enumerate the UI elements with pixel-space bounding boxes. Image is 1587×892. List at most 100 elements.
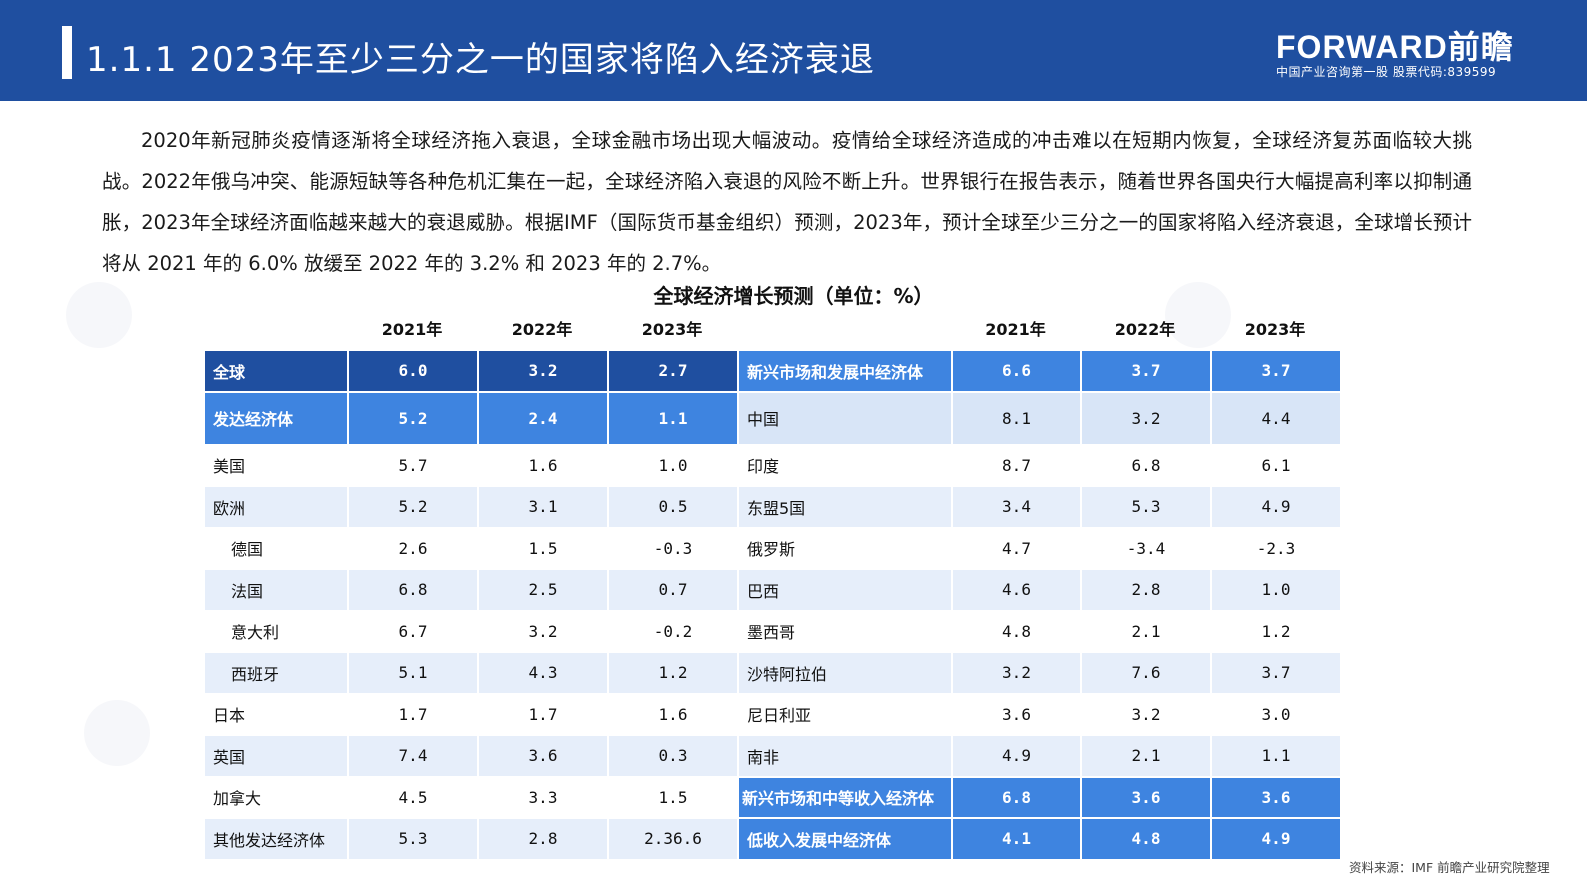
growth-forecast-table: 全球 6.0 3.2 2.7 新兴市场和发展中经济体 6.6 3.7 3.7 发… <box>203 349 1342 861</box>
cell-value: 3.2 <box>477 349 609 393</box>
row-label: 其他发达经济体 <box>203 817 349 861</box>
cell-value: 6.8 <box>347 568 479 612</box>
row-label: 德国 <box>203 526 349 570</box>
cell-value: 1.0 <box>607 443 739 487</box>
row-label: 墨西哥 <box>737 609 953 653</box>
row-label: 印度 <box>737 443 953 487</box>
cell-value: 2.8 <box>477 817 609 861</box>
brand-subtitle: 中国产业咨询第一股 股票代码:839599 <box>1276 65 1497 79</box>
cell-value: 1.6 <box>477 443 609 487</box>
cell-value: -0.2 <box>607 609 739 653</box>
row-label: 南非 <box>737 734 953 778</box>
year-header-right-2021: 2021年 <box>985 320 1046 339</box>
table-row: 其他发达经济体 5.3 2.8 2.36.6 低收入发展中经济体 4.1 4.8… <box>203 817 1342 861</box>
cell-value: 6.8 <box>951 775 1082 819</box>
cell-value: 4.9 <box>1210 485 1342 529</box>
row-label: 日本 <box>203 692 349 736</box>
cell-value: 3.2 <box>477 609 609 653</box>
row-label: 低收入发展中经济体 <box>737 817 953 861</box>
table-row: 法国 6.8 2.5 0.7 巴西 4.6 2.8 1.0 <box>203 568 1342 612</box>
cell-value: 1.7 <box>477 692 609 736</box>
brand-logo-block: FORWARD前瞻 中国产业咨询第一股 股票代码:839599 <box>1276 30 1514 80</box>
cell-value: 1.2 <box>1210 609 1342 653</box>
table-row: 英国 7.4 3.6 0.3 南非 4.9 2.1 1.1 <box>203 734 1342 778</box>
row-label: 沙特阿拉伯 <box>737 651 953 695</box>
table-row: 美国 5.7 1.6 1.0 印度 8.7 6.8 6.1 <box>203 443 1342 487</box>
cell-value: 5.7 <box>347 443 479 487</box>
cell-value: 4.4 <box>1210 390 1342 446</box>
cell-value: 6.0 <box>347 349 479 393</box>
title-marker <box>62 26 72 79</box>
row-label: 欧洲 <box>203 485 349 529</box>
year-header-right-2022: 2022年 <box>1114 320 1176 339</box>
row-label: 中国 <box>737 390 953 446</box>
cell-value: 2.1 <box>1080 734 1212 778</box>
cell-value: 6.1 <box>1210 443 1342 487</box>
row-label: 法国 <box>203 568 349 612</box>
cell-value: 4.5 <box>347 775 479 819</box>
cell-value: 3.6 <box>951 692 1082 736</box>
cell-value: 4.9 <box>951 734 1082 778</box>
row-label: 新兴市场和中等收入经济体 <box>737 775 953 819</box>
cell-value: 0.3 <box>607 734 739 778</box>
cell-value: 1.6 <box>607 692 739 736</box>
cell-value: 2.7 <box>607 349 739 393</box>
table-row: 加拿大 4.5 3.3 1.5 新兴市场和中等收入经济体 6.8 3.6 3.6 <box>203 775 1342 819</box>
page-title: 1.1.1 2023年至少三分之一的国家将陷入经济衰退 <box>86 40 875 80</box>
cell-value: 3.7 <box>1080 349 1212 393</box>
cell-value: 3.7 <box>1210 651 1342 695</box>
table-row: 发达经济体 5.2 2.4 1.1 中国 8.1 3.2 4.4 <box>203 390 1342 446</box>
intro-paragraph: 2020年新冠肺炎疫情逐渐将全球经济拖入衰退，全球金融市场出现大幅波动。疫情给全… <box>102 120 1472 284</box>
row-label: 巴西 <box>737 568 953 612</box>
row-label: 美国 <box>203 443 349 487</box>
cell-value: 3.2 <box>951 651 1082 695</box>
cell-value: 7.4 <box>347 734 479 778</box>
brand-logo: FORWARD前瞻 <box>1276 29 1514 65</box>
cell-value: 2.8 <box>1080 568 1212 612</box>
cell-value: 3.0 <box>1210 692 1342 736</box>
watermark-logo-icon <box>84 700 150 766</box>
cell-value: 5.2 <box>347 485 479 529</box>
cell-value: 4.1 <box>951 817 1082 861</box>
cell-value: 3.4 <box>951 485 1082 529</box>
cell-value: 3.7 <box>1210 349 1342 393</box>
row-label: 意大利 <box>203 609 349 653</box>
cell-value: 6.7 <box>347 609 479 653</box>
cell-value: -0.3 <box>607 526 739 570</box>
cell-value: 2.36.6 <box>607 817 739 861</box>
cell-value: 1.7 <box>347 692 479 736</box>
year-header-left-2023: 2023年 <box>641 320 703 339</box>
source-note: 资料来源：IMF 前瞻产业研究院整理 <box>1349 860 1550 875</box>
cell-value: 2.5 <box>477 568 609 612</box>
cell-value: -2.3 <box>1210 526 1342 570</box>
row-label: 发达经济体 <box>203 390 349 446</box>
row-label: 西班牙 <box>203 651 349 695</box>
cell-value: 5.1 <box>347 651 479 695</box>
row-label: 东盟5国 <box>737 485 953 529</box>
year-header-left-2022: 2022年 <box>511 320 573 339</box>
cell-value: 1.1 <box>1210 734 1342 778</box>
table-row: 全球 6.0 3.2 2.7 新兴市场和发展中经济体 6.6 3.7 3.7 <box>203 349 1342 393</box>
cell-value: 3.3 <box>477 775 609 819</box>
table-row: 意大利 6.7 3.2 -0.2 墨西哥 4.8 2.1 1.2 <box>203 609 1342 653</box>
cell-value: 5.3 <box>1080 485 1212 529</box>
cell-value: 4.3 <box>477 651 609 695</box>
cell-value: 5.2 <box>347 390 479 446</box>
table-row: 欧洲 5.2 3.1 0.5 东盟5国 3.4 5.3 4.9 <box>203 485 1342 529</box>
cell-value: 3.6 <box>1210 775 1342 819</box>
cell-value: 3.6 <box>477 734 609 778</box>
cell-value: 3.6 <box>1080 775 1212 819</box>
cell-value: 1.0 <box>1210 568 1342 612</box>
cell-value: 3.2 <box>1080 390 1212 446</box>
cell-value: 6.6 <box>951 349 1082 393</box>
cell-value: 7.6 <box>1080 651 1212 695</box>
table-row: 德国 2.6 1.5 -0.3 俄罗斯 4.7 -3.4 -2.3 <box>203 526 1342 570</box>
cell-value: 4.8 <box>951 609 1082 653</box>
row-label: 尼日利亚 <box>737 692 953 736</box>
cell-value: -3.4 <box>1080 526 1212 570</box>
year-header-left-2021: 2021年 <box>381 320 443 339</box>
row-label: 全球 <box>203 349 349 393</box>
header-bar <box>0 0 1587 101</box>
cell-value: 3.1 <box>477 485 609 529</box>
row-label: 加拿大 <box>203 775 349 819</box>
